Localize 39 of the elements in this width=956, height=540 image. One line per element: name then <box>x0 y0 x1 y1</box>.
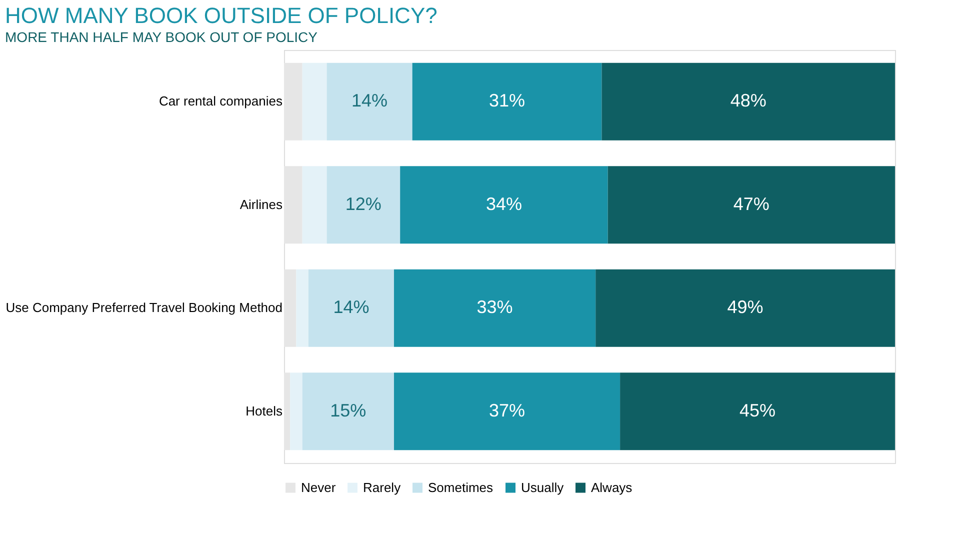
bar <box>596 269 895 347</box>
bar <box>302 166 327 244</box>
bar <box>400 166 608 244</box>
legend-label: Usually <box>521 480 564 495</box>
bar <box>620 372 895 450</box>
data-label: 33% <box>476 297 513 318</box>
bar <box>302 372 394 450</box>
bar <box>302 62 327 140</box>
bar <box>326 166 400 244</box>
bar <box>326 62 412 140</box>
bar <box>394 372 620 450</box>
data-label: 47% <box>733 194 770 214</box>
data-label: 14% <box>352 90 388 111</box>
data-label: 14% <box>333 297 370 318</box>
bar <box>296 269 308 347</box>
data-label: 12% <box>345 194 382 214</box>
bar <box>290 372 302 450</box>
bar <box>394 269 596 347</box>
y-tick-label: Airlines <box>240 196 283 212</box>
data-label: 48% <box>730 90 766 111</box>
data-label: 15% <box>330 400 366 420</box>
data-label: 34% <box>486 194 522 214</box>
bar <box>608 166 895 244</box>
text: MORE THAN HALF MAY BOOK OUT OF POLICY <box>5 29 318 45</box>
legend-label: Rarely <box>363 480 402 495</box>
y-tick-label: Car rental companies <box>158 94 283 109</box>
data-label: 37% <box>489 400 526 420</box>
legend-label: Always <box>591 480 633 495</box>
chart-title: HOW MANY BOOK OUTSIDE OF POLICY? <box>5 3 438 28</box>
data-label: 31% <box>489 90 526 111</box>
data-label: 45% <box>740 400 776 420</box>
bar <box>412 62 602 140</box>
legend-label: Sometimes <box>428 480 494 495</box>
legend-label: Never <box>301 480 336 495</box>
y-tick-label: Use Company Preferred Travel Booking Method <box>6 300 282 316</box>
bar <box>308 269 394 347</box>
data-label: 49% <box>727 297 764 318</box>
y-tick-label: Hotels <box>246 403 283 418</box>
bar <box>602 62 895 140</box>
